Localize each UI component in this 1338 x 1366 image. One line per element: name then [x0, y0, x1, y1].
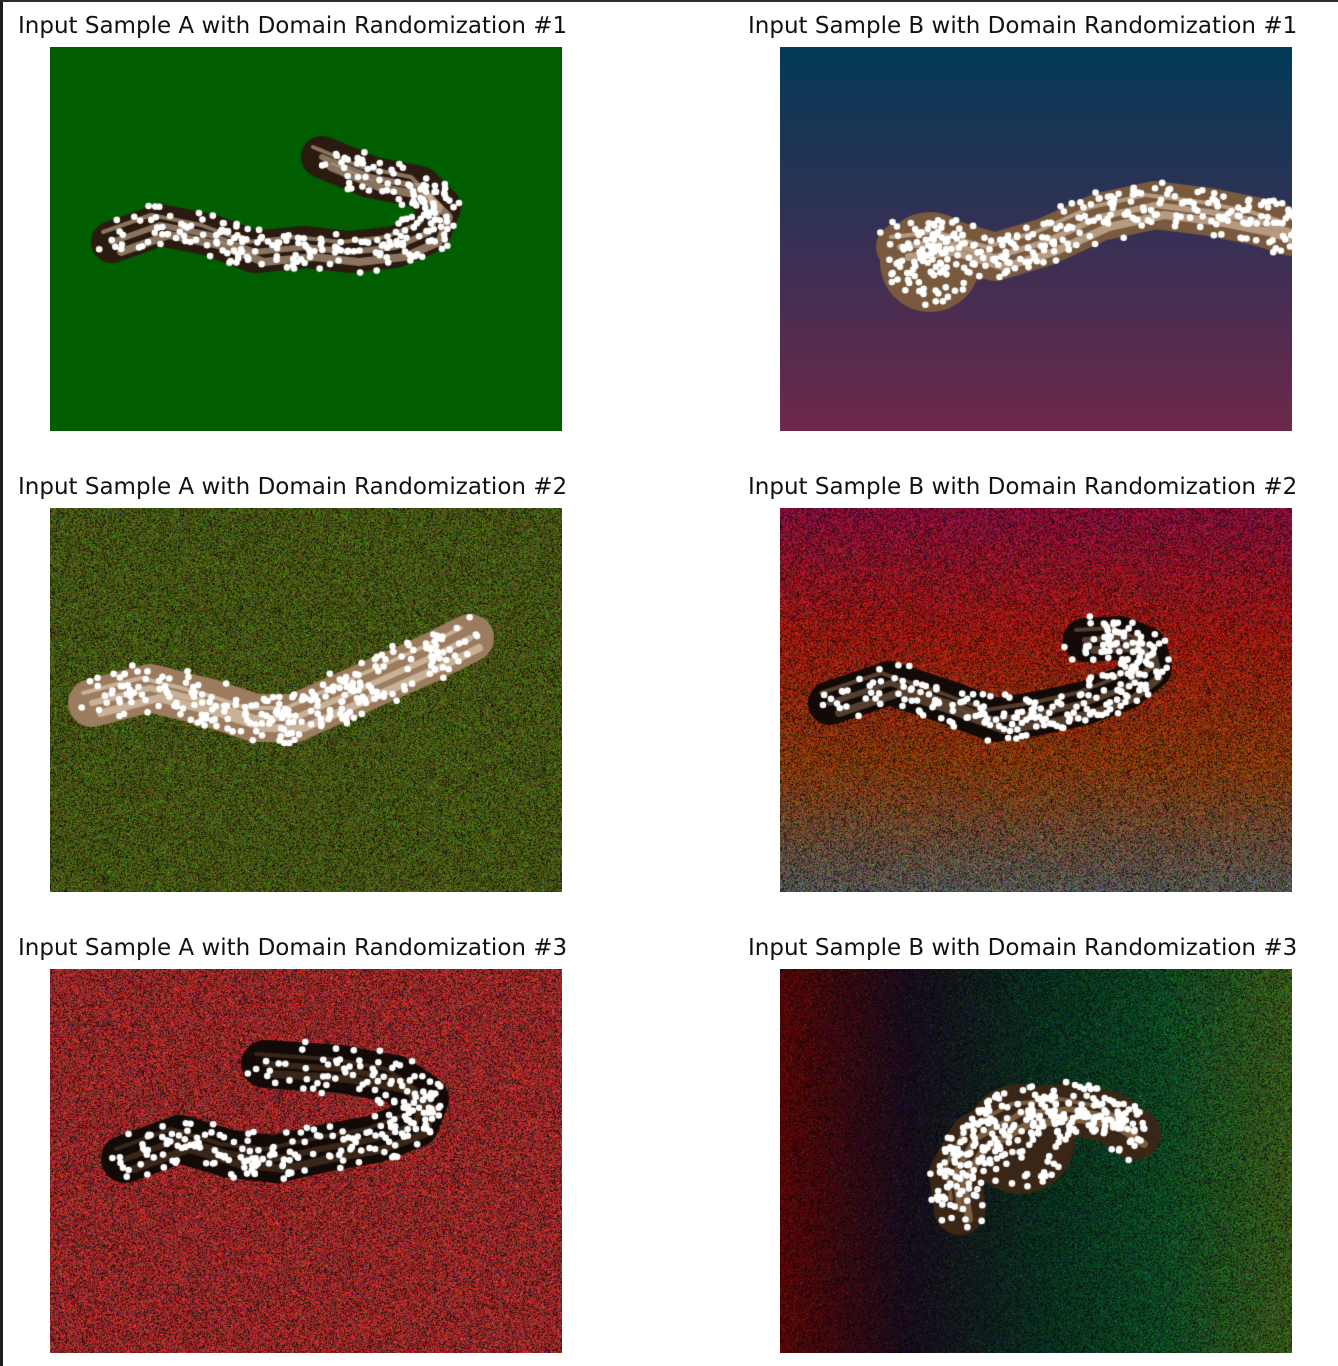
- panel-sample-a-1: Input Sample A with Domain Randomization…: [50, 12, 650, 432]
- window-left-border: [0, 0, 3, 1366]
- panel-sample-b-1: Input Sample B with Domain Randomization…: [780, 12, 1338, 432]
- panel-title: Input Sample A with Domain Randomization…: [18, 934, 567, 962]
- panel-title: Input Sample B with Domain Randomization…: [748, 473, 1297, 501]
- panel-image: [780, 508, 1292, 892]
- panel-title: Input Sample B with Domain Randomization…: [748, 12, 1297, 40]
- panel-image: [50, 508, 562, 892]
- panel-title: Input Sample B with Domain Randomization…: [748, 934, 1297, 962]
- panel-title: Input Sample A with Domain Randomization…: [18, 12, 567, 40]
- panel-title: Input Sample A with Domain Randomization…: [18, 473, 567, 501]
- window-top-border: [0, 0, 1338, 2]
- panel-image: [780, 969, 1292, 1353]
- panel-sample-b-2: Input Sample B with Domain Randomization…: [780, 473, 1338, 893]
- panel-sample-b-3: Input Sample B with Domain Randomization…: [780, 934, 1338, 1354]
- panel-image: [780, 47, 1292, 431]
- panel-image: [50, 47, 562, 431]
- panel-image: [50, 969, 562, 1353]
- panel-sample-a-3: Input Sample A with Domain Randomization…: [50, 934, 650, 1354]
- panel-sample-a-2: Input Sample A with Domain Randomization…: [50, 473, 650, 893]
